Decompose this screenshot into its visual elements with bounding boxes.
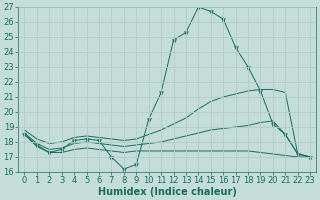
X-axis label: Humidex (Indice chaleur): Humidex (Indice chaleur) bbox=[98, 187, 237, 197]
